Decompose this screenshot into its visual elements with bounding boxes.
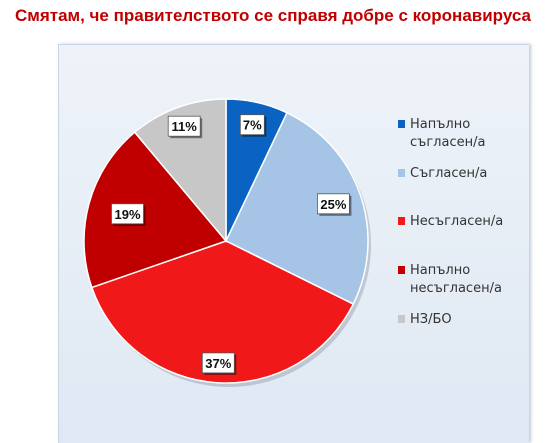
legend-swatch [398,315,405,323]
data-label: 7% [239,114,267,137]
legend-label: Несъгласен/а [410,214,504,229]
svg-text:19%: 19% [114,207,140,222]
svg-text:37%: 37% [205,356,231,371]
svg-text:25%: 25% [320,197,346,212]
data-label: 11% [167,115,203,139]
pie-slice [83,131,228,289]
legend-label: Напълно несъгласен/а [410,263,502,296]
legend-swatch [398,217,405,225]
legend-label: Напълно съгласен/а [410,117,486,150]
data-label: 25% [316,193,352,216]
legend-label: НЗ/БО [410,312,452,327]
pie-slice [133,98,227,244]
legend-label: Съгласен/а [410,166,488,181]
chart-title: Смятам, че правителството се справя добр… [14,6,531,25]
pie-slice [225,111,369,306]
legend-swatch [398,266,405,274]
data-label: 19% [111,203,146,226]
legend-swatch [398,169,405,177]
svg-text:11%: 11% [172,119,198,134]
svg-text:7%: 7% [243,118,262,133]
legend-swatch [398,120,405,128]
data-label: 37% [201,352,237,375]
pie-slice [90,240,355,384]
